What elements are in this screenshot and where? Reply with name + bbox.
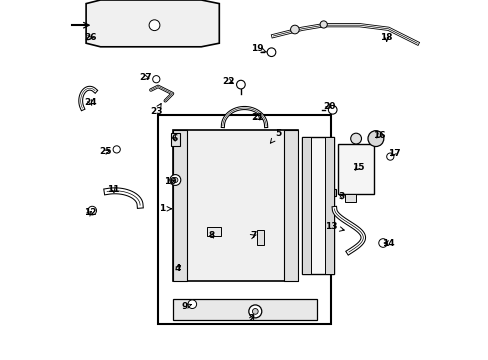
- Circle shape: [252, 309, 258, 314]
- Circle shape: [149, 20, 160, 31]
- Text: 5: 5: [270, 129, 281, 143]
- Bar: [345, 194, 355, 202]
- Text: 24: 24: [84, 98, 97, 107]
- Text: 26: 26: [84, 33, 97, 42]
- Text: 3: 3: [338, 192, 344, 201]
- Circle shape: [378, 239, 386, 247]
- Text: 20: 20: [322, 102, 335, 111]
- Text: 27: 27: [139, 73, 151, 82]
- Circle shape: [152, 76, 160, 83]
- Circle shape: [113, 146, 120, 153]
- Text: 16: 16: [372, 131, 385, 140]
- Circle shape: [320, 21, 326, 28]
- Circle shape: [88, 206, 96, 215]
- Bar: [172, 130, 298, 281]
- Text: 8: 8: [208, 231, 215, 240]
- Circle shape: [236, 80, 244, 89]
- Text: 23: 23: [150, 104, 162, 116]
- Bar: [172, 130, 186, 281]
- Text: 9: 9: [182, 302, 191, 311]
- Text: 12: 12: [84, 208, 97, 217]
- Circle shape: [328, 105, 336, 114]
- Bar: [170, 133, 179, 146]
- Text: 4: 4: [174, 264, 181, 273]
- Text: 2: 2: [248, 314, 254, 323]
- Bar: [302, 137, 334, 274]
- Bar: [284, 130, 298, 281]
- Text: 17: 17: [387, 149, 399, 158]
- Circle shape: [266, 48, 275, 57]
- Circle shape: [187, 300, 196, 309]
- Text: 19: 19: [250, 44, 266, 53]
- Circle shape: [248, 305, 261, 318]
- Text: 6: 6: [171, 134, 177, 143]
- Text: 7: 7: [250, 231, 256, 240]
- Bar: [158, 115, 330, 324]
- Text: 22: 22: [222, 77, 234, 86]
- Circle shape: [350, 133, 361, 144]
- Text: 11: 11: [107, 185, 119, 194]
- Circle shape: [386, 153, 393, 160]
- Text: 1: 1: [158, 204, 171, 213]
- Polygon shape: [332, 189, 336, 196]
- Text: 14: 14: [382, 239, 394, 248]
- Bar: [337, 144, 373, 194]
- Bar: [302, 137, 310, 274]
- Circle shape: [170, 175, 181, 185]
- Circle shape: [290, 25, 299, 34]
- Circle shape: [172, 177, 178, 183]
- Text: 21: 21: [250, 112, 263, 122]
- Text: 15: 15: [351, 163, 364, 172]
- Bar: [325, 137, 334, 274]
- Polygon shape: [86, 0, 219, 47]
- Text: 10: 10: [164, 177, 177, 186]
- Text: 13: 13: [324, 222, 344, 231]
- Bar: [206, 227, 221, 236]
- Text: 18: 18: [380, 33, 392, 42]
- Bar: [172, 299, 316, 320]
- Circle shape: [367, 131, 383, 147]
- Bar: [257, 230, 264, 245]
- Text: 25: 25: [100, 148, 112, 157]
